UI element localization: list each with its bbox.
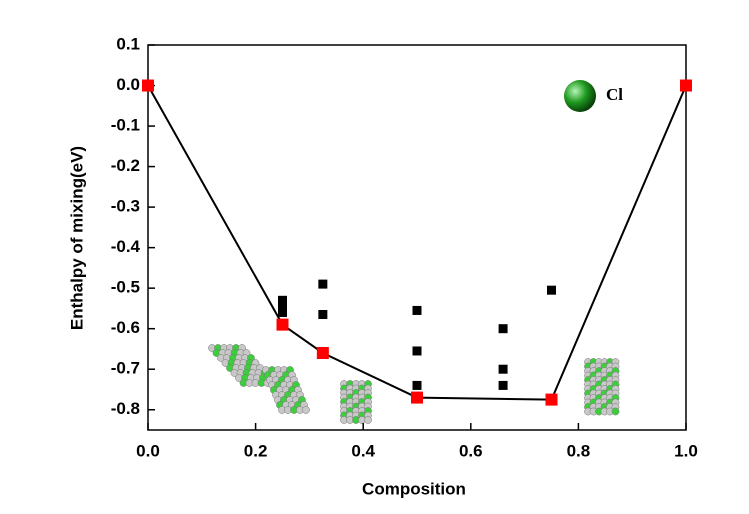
y-tick-label: 0.0 — [116, 75, 140, 94]
point — [278, 301, 287, 311]
point — [547, 285, 556, 295]
atom — [302, 406, 310, 414]
y-tick-label: -0.3 — [111, 197, 140, 216]
x-tick-label: 0.2 — [244, 441, 268, 460]
x-tick-label: 0.8 — [567, 441, 591, 460]
point — [498, 380, 508, 390]
point — [498, 324, 508, 334]
point — [498, 364, 508, 374]
y-tick-label: -0.5 — [111, 278, 140, 297]
y-tick-label: -0.7 — [111, 359, 140, 378]
legend-sphere — [564, 80, 596, 112]
y-tick-label: 0.1 — [116, 34, 140, 53]
y-tick-label: -0.8 — [111, 399, 140, 418]
point — [316, 347, 329, 359]
x-tick-label: 1.0 — [674, 441, 698, 460]
point — [278, 295, 287, 305]
atom — [611, 407, 620, 416]
atom — [364, 416, 372, 424]
legend-label: Cl — [606, 85, 623, 104]
hull-line — [147, 85, 687, 401]
point — [545, 393, 558, 406]
point — [276, 318, 289, 331]
point — [318, 279, 328, 289]
point — [411, 391, 423, 404]
point — [318, 310, 328, 319]
point — [278, 307, 287, 317]
y-tick-label: -0.4 — [111, 237, 141, 256]
x-axis-label: Composition — [362, 479, 466, 498]
point — [142, 79, 154, 92]
y-tick-label: -0.2 — [111, 156, 140, 175]
y-tick-label: -0.1 — [111, 116, 140, 135]
point — [412, 305, 422, 315]
structure-images — [208, 344, 620, 424]
point — [412, 346, 422, 356]
point — [412, 380, 422, 390]
x-tick-label: 0.4 — [351, 441, 375, 460]
y-tick-label: -0.6 — [111, 318, 140, 337]
point — [680, 79, 692, 92]
y-axis-label: Enthalpy of mixing(eV) — [67, 146, 86, 330]
x-tick-label: 0.0 — [136, 441, 160, 460]
x-tick-label: 0.6 — [459, 441, 483, 460]
plot-frame — [147, 44, 687, 431]
